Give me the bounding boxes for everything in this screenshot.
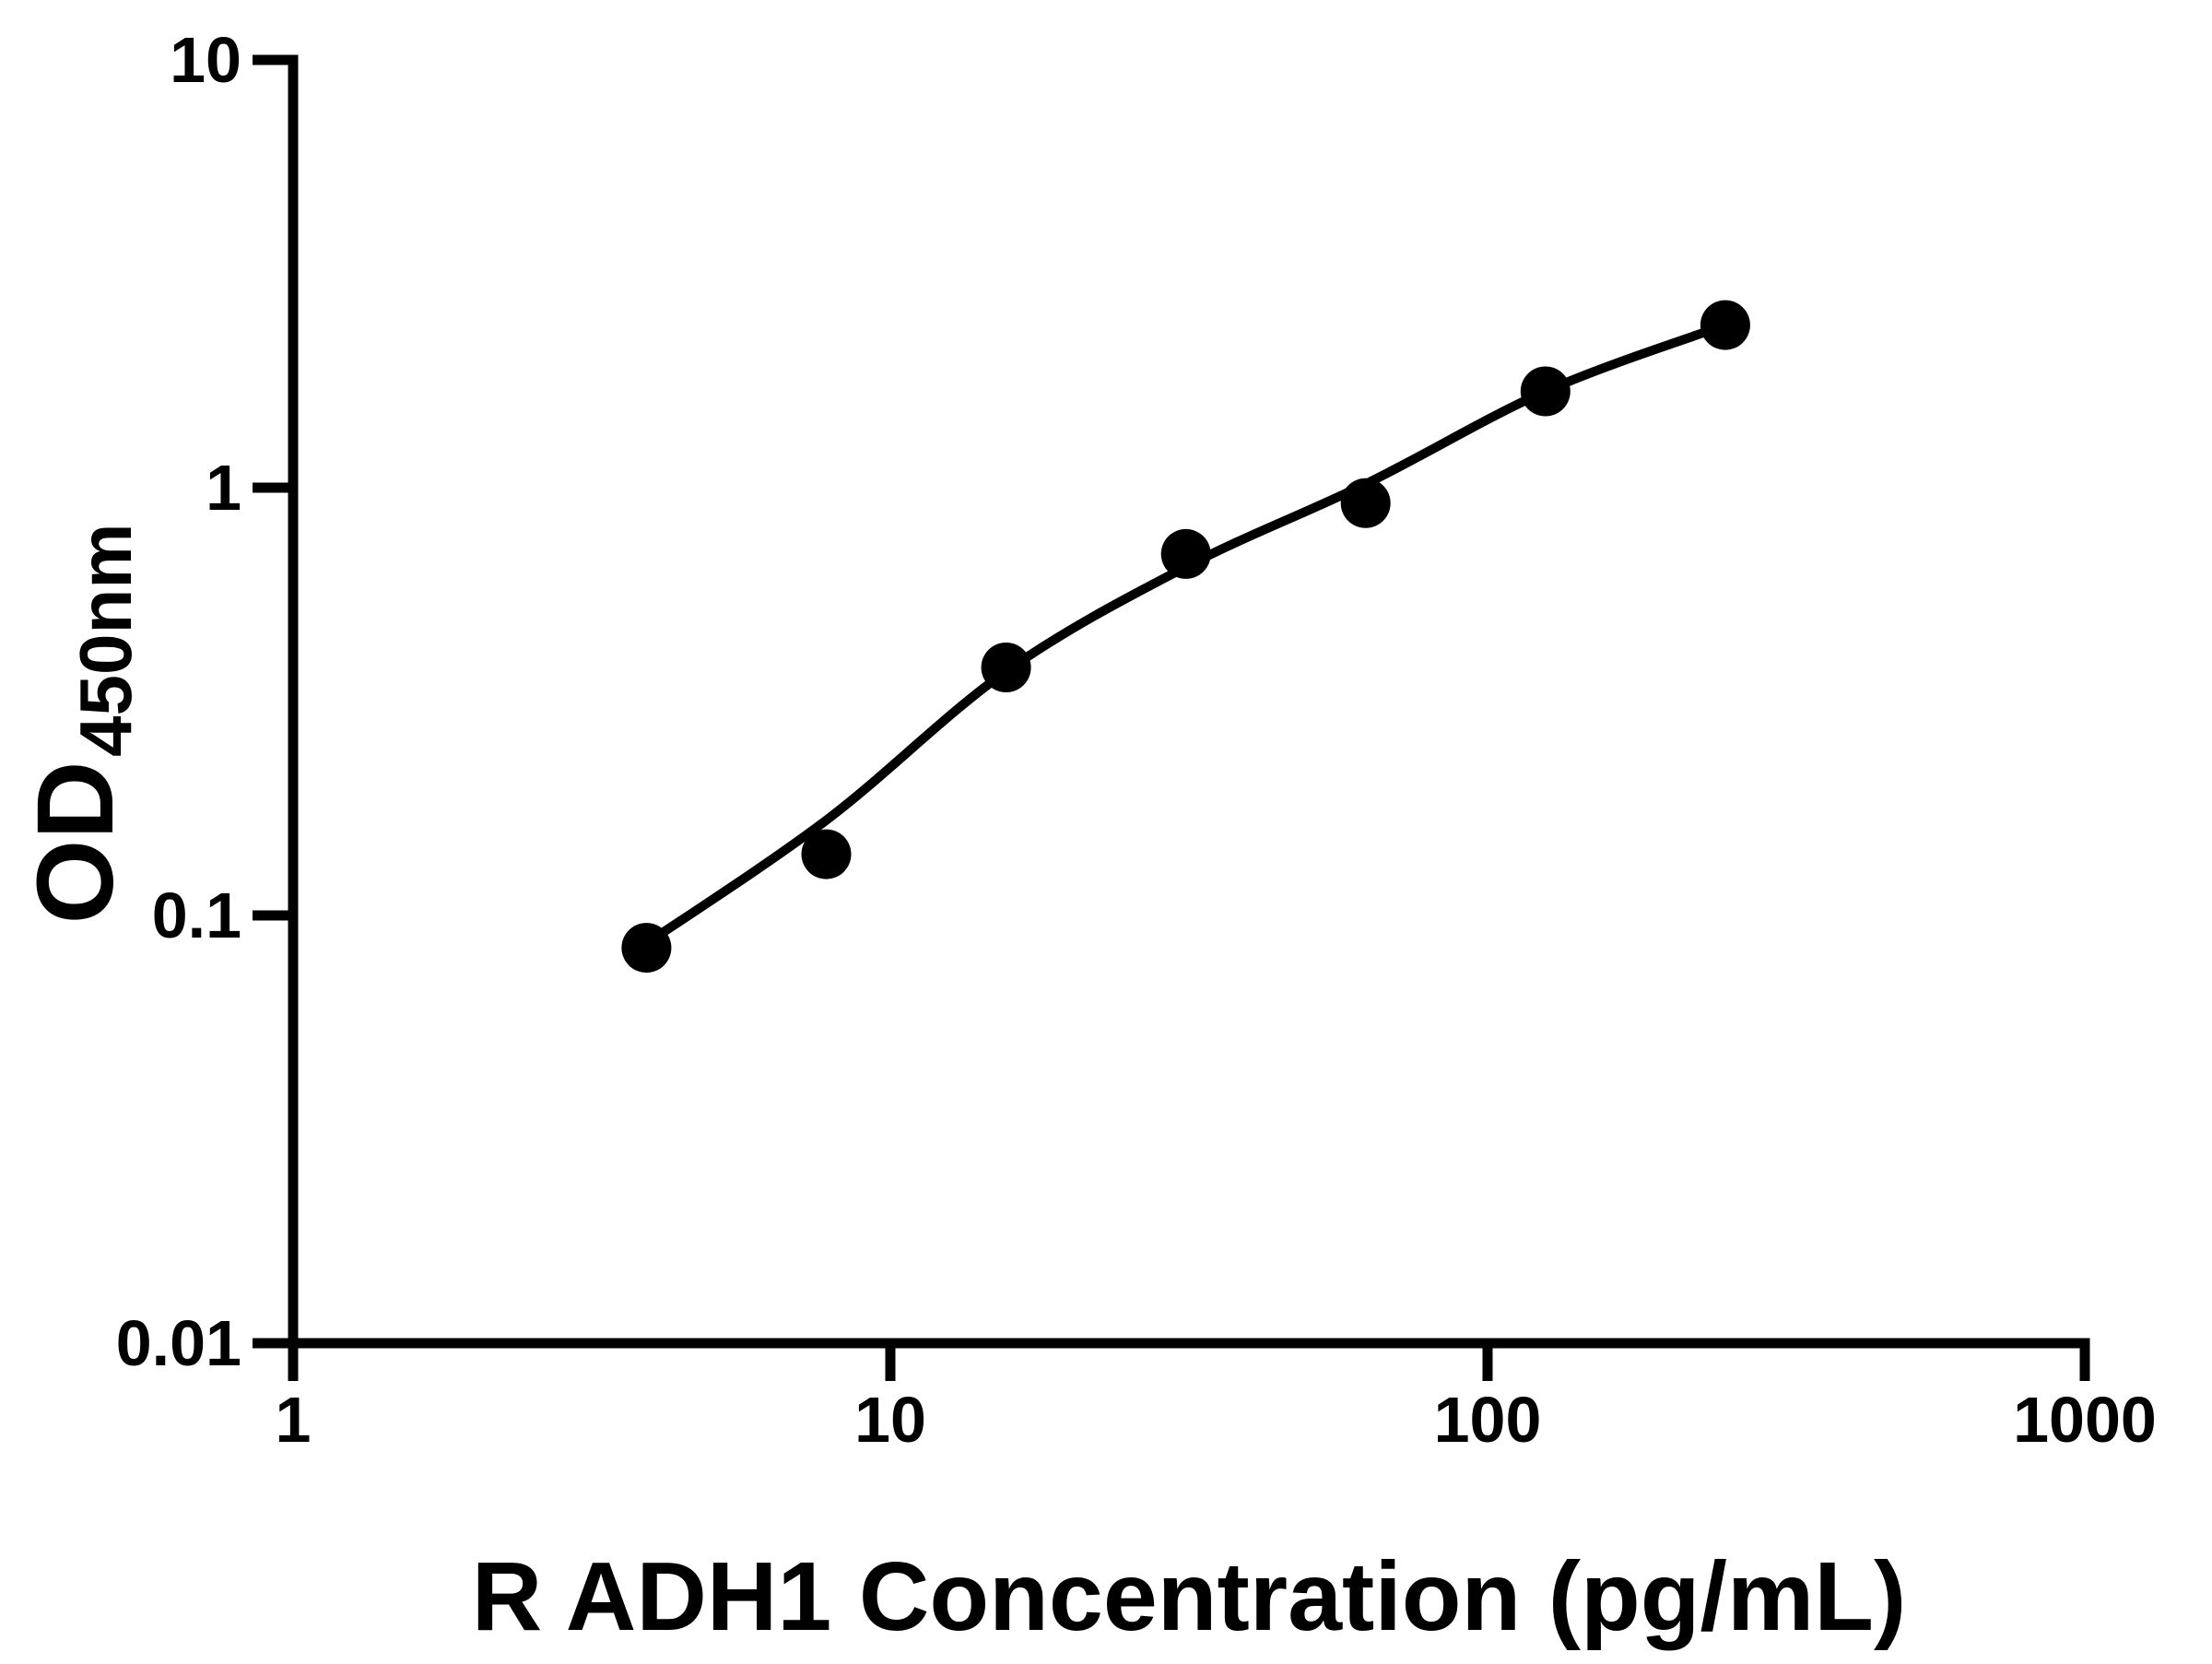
data-point: [801, 829, 852, 879]
x-tick-label: 1000: [2013, 1384, 2157, 1456]
x-tick-label: 10: [854, 1384, 926, 1456]
data-point: [621, 923, 672, 974]
data-point: [1520, 366, 1571, 417]
data-point: [1340, 478, 1391, 528]
data-layer: [621, 300, 1750, 974]
data-point: [981, 643, 1031, 692]
x-tick-label: 1: [276, 1384, 312, 1456]
y-axis-title: OD 450nm: [15, 524, 147, 925]
y-tick-label: 0.1: [152, 879, 241, 951]
y-axis-title-sub: 450nm: [65, 524, 147, 757]
x-tick-label: 100: [1434, 1384, 1542, 1456]
y-tick-label: 0.01: [116, 1307, 241, 1379]
y-axis-title-main: OD: [15, 761, 136, 924]
data-point: [1700, 300, 1750, 350]
data-point: [1160, 528, 1211, 579]
y-tick-label: 10: [170, 24, 241, 96]
y-tick-label: 1: [206, 452, 241, 524]
x-axis-title: R ADH1 Concentration (pg/mL): [472, 1542, 1907, 1651]
axes-layer: 10 1 0.1 0.01 1 10 100 1000: [116, 24, 2157, 1456]
